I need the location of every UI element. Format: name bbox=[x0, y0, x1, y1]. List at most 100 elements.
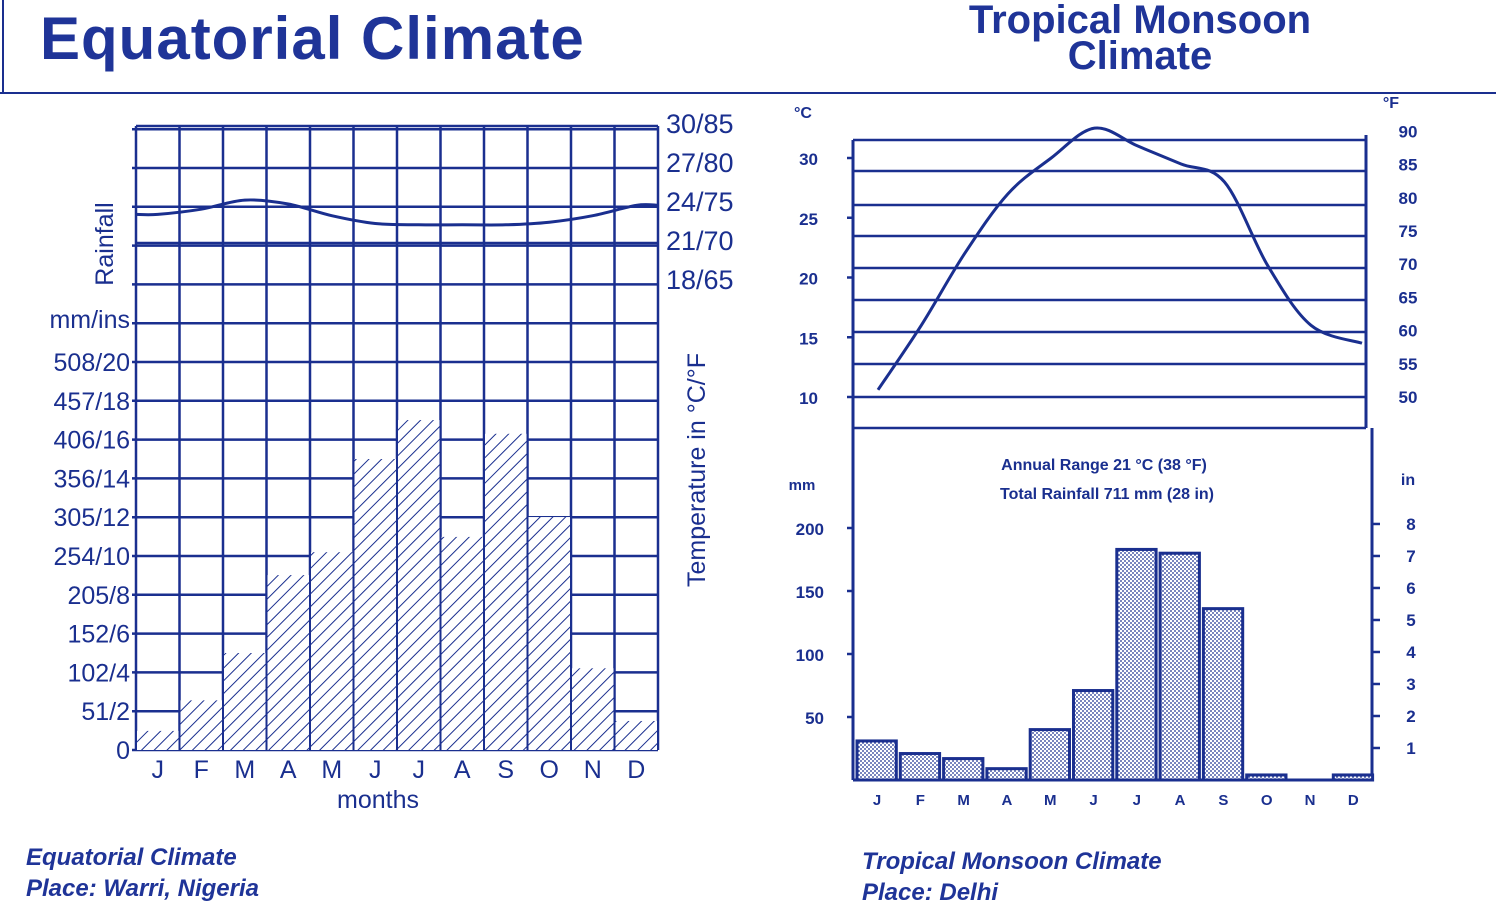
month-label: O bbox=[540, 756, 559, 784]
rainfall-bar bbox=[1245, 773, 1288, 782]
celsius-tick-label: 25 bbox=[799, 210, 818, 229]
equatorial-chart: 0 51/2 102/4 152/6 205/8 254/10 305/12 356/14 40… bbox=[49, 109, 733, 814]
rainfall-bar bbox=[354, 459, 396, 750]
month-label: D bbox=[627, 756, 645, 784]
fahrenheit-unit: °F bbox=[1383, 95, 1399, 112]
inch-tick-label: 7 bbox=[1406, 547, 1415, 566]
rain-tick-label: 102/4 bbox=[67, 659, 130, 687]
month-label: M bbox=[957, 792, 970, 809]
rainfall-bar bbox=[1201, 607, 1245, 782]
right-chart-title: Tropical Monsoon Climate bbox=[860, 0, 1420, 78]
celsius-unit: °C bbox=[794, 105, 812, 122]
month-label: O bbox=[1261, 792, 1273, 809]
rainfall-bar bbox=[1115, 547, 1158, 782]
inch-tick-label: 4 bbox=[1406, 643, 1416, 662]
rainfall-bar bbox=[985, 767, 1028, 782]
inch-tick-label: 3 bbox=[1406, 675, 1415, 694]
month-label: M bbox=[234, 756, 255, 784]
temp-tick-label: 30/85 bbox=[666, 109, 734, 139]
rainfall-bar bbox=[528, 517, 570, 750]
month-label: J bbox=[873, 792, 881, 809]
rain-tick-label: 0 bbox=[116, 737, 130, 765]
month-label: J bbox=[413, 756, 426, 784]
inch-tick-label: 5 bbox=[1406, 611, 1415, 630]
mm-tick-label: 100 bbox=[796, 646, 824, 665]
header-left-border bbox=[2, 0, 4, 92]
temperature-line bbox=[876, 126, 1363, 391]
rainfall-bar bbox=[311, 552, 353, 750]
left-chart-title: Equatorial Climate bbox=[40, 5, 585, 72]
rainfall-bar bbox=[855, 739, 898, 782]
rain-tick-label: 457/18 bbox=[54, 388, 130, 416]
temp-tick-label: 24/75 bbox=[666, 187, 734, 217]
rain-tick-label: 508/20 bbox=[54, 349, 130, 377]
right-title-line1: Tropical Monsoon bbox=[968, 0, 1312, 42]
rainfall-bar bbox=[898, 752, 942, 782]
rainfall-bar bbox=[485, 433, 527, 750]
fahrenheit-tick-label: 70 bbox=[1399, 255, 1418, 274]
rain-tick-label: 205/8 bbox=[67, 582, 130, 610]
fahrenheit-tick-label: 80 bbox=[1399, 189, 1418, 208]
month-label: N bbox=[584, 756, 602, 784]
rain-tick-label: 152/6 bbox=[67, 621, 130, 649]
rainfall-bar bbox=[137, 730, 179, 750]
rainfall-bar bbox=[180, 700, 222, 750]
celsius-tick-label: 10 bbox=[799, 389, 818, 408]
month-label: A bbox=[1001, 792, 1012, 809]
temp-tick-label: 21/70 bbox=[666, 226, 734, 256]
fahrenheit-tick-label: 60 bbox=[1399, 322, 1418, 341]
temp-tick-label: 18/65 bbox=[666, 265, 734, 295]
rain-tick-label: 254/10 bbox=[54, 543, 130, 571]
month-label: S bbox=[497, 756, 514, 784]
rain-tick-label: 305/12 bbox=[54, 504, 130, 532]
right-caption-line2: Place: Delhi bbox=[862, 879, 999, 906]
month-label: J bbox=[1089, 792, 1097, 809]
mm-tick-label: 50 bbox=[805, 709, 824, 728]
rain-tick-label: 51/2 bbox=[81, 698, 130, 726]
left-caption: Equatorial Climate Place: Warri, Nigeria bbox=[26, 842, 259, 904]
right-caption-line1: Tropical Monsoon Climate bbox=[862, 848, 1162, 875]
inch-unit: in bbox=[1401, 472, 1415, 489]
month-label: N bbox=[1305, 792, 1316, 809]
fahrenheit-tick-label: 75 bbox=[1399, 222, 1418, 241]
month-label: A bbox=[280, 756, 297, 784]
header-rule bbox=[0, 92, 1496, 94]
temperature-line bbox=[135, 198, 659, 227]
celsius-tick-label: 30 bbox=[799, 150, 818, 169]
rainfall-bar bbox=[267, 575, 309, 750]
month-label: J bbox=[152, 756, 165, 784]
month-label: A bbox=[1175, 792, 1186, 809]
rainfall-bar bbox=[942, 757, 985, 782]
annual-range-label: Annual Range 21 °C (38 °F) bbox=[1001, 457, 1207, 474]
x-axis-label: months bbox=[337, 786, 419, 814]
rainfall-bar bbox=[572, 668, 614, 750]
fahrenheit-tick-label: 85 bbox=[1399, 156, 1418, 175]
month-label: F bbox=[916, 792, 925, 809]
rainfall-bar bbox=[1331, 773, 1375, 782]
fahrenheit-tick-label: 50 bbox=[1399, 388, 1418, 407]
rainfall-bar bbox=[224, 653, 266, 750]
month-label: A bbox=[454, 756, 471, 784]
right-title-line2: Climate bbox=[1067, 34, 1213, 78]
mm-tick-label: 200 bbox=[796, 520, 824, 539]
mm-tick-label: 150 bbox=[796, 583, 824, 602]
inch-tick-label: 1 bbox=[1406, 739, 1415, 758]
celsius-tick-label: 20 bbox=[799, 270, 818, 289]
month-label: J bbox=[1133, 792, 1141, 809]
inch-tick-label: 6 bbox=[1406, 579, 1415, 598]
inch-tick-label: 8 bbox=[1406, 515, 1415, 534]
rain-unit-label: mm/ins bbox=[49, 306, 130, 334]
temp-tick-label: 27/80 bbox=[666, 148, 734, 178]
month-label: M bbox=[1044, 792, 1057, 809]
mm-unit: mm bbox=[789, 477, 816, 494]
rainfall-bar bbox=[615, 720, 657, 750]
month-label: S bbox=[1218, 792, 1228, 809]
rain-axis-label: Rainfall bbox=[91, 202, 119, 285]
month-label: D bbox=[1348, 792, 1359, 809]
total-rainfall-label: Total Rainfall 711 mm (28 in) bbox=[1000, 486, 1214, 503]
month-label: J bbox=[369, 756, 382, 784]
rain-tick-label: 356/14 bbox=[54, 465, 131, 493]
rainfall-bar bbox=[441, 536, 483, 750]
month-label: M bbox=[321, 756, 342, 784]
